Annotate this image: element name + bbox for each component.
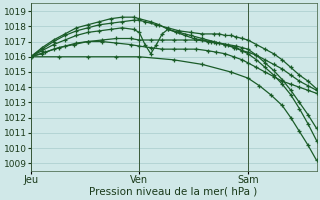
- X-axis label: Pression niveau de la mer( hPa ): Pression niveau de la mer( hPa ): [90, 187, 258, 197]
